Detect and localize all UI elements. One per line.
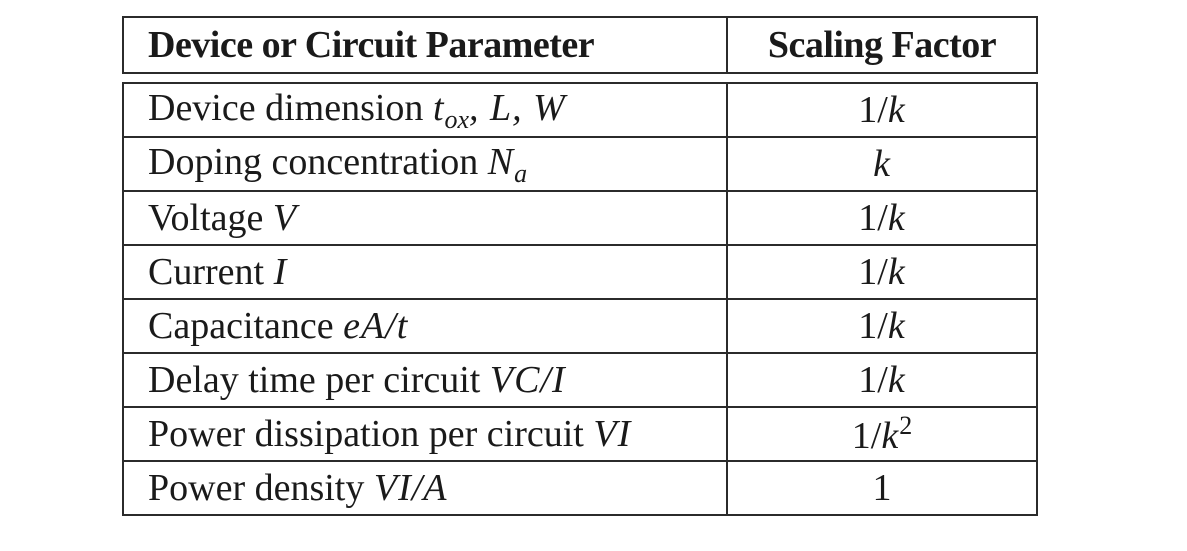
parameter-math: V xyxy=(272,197,298,239)
table-row: Capacitance eA/t 1/k xyxy=(122,298,1038,354)
parameter-label: Delay time per circuit xyxy=(148,359,490,401)
parameter-math: I xyxy=(273,251,288,293)
factor-variable: k xyxy=(881,414,900,457)
factor-cell: 1/k xyxy=(726,298,1038,354)
header-parameter: Device or Circuit Parameter xyxy=(122,16,728,74)
factor-exponent: 2 xyxy=(899,410,913,440)
parameter-math: t xyxy=(432,86,445,129)
parameter-math: VI/A xyxy=(373,467,448,509)
scaling-table-header: Device or Circuit Parameter Scaling Fact… xyxy=(122,16,1038,74)
factor-variable: k xyxy=(887,305,906,347)
factor-cell: 1/k xyxy=(726,352,1038,408)
factor-variable: k xyxy=(887,359,906,401)
factor-variable: k xyxy=(887,197,906,239)
parameter-cell: Current I xyxy=(122,244,728,300)
parameter-label: Current xyxy=(148,251,274,293)
parameter-cell: Power dissipation per circuit VI xyxy=(122,406,728,462)
header-gap xyxy=(122,74,1036,82)
parameter-label: Doping concentration xyxy=(148,140,488,183)
factor-variable: k xyxy=(887,251,906,293)
parameter-cell: Power density VI/A xyxy=(122,460,728,516)
parameter-label: Device dimension xyxy=(148,86,433,129)
scaling-table-body: Device dimension tox, L, W 1/k Doping co… xyxy=(122,82,1038,516)
table-row: Power density VI/A 1 xyxy=(122,460,1038,516)
factor-cell: 1/k xyxy=(726,82,1038,138)
factor-cell: 1/k xyxy=(726,244,1038,300)
table-row: Doping concentration Na k xyxy=(122,136,1038,192)
factor-value: 1/ xyxy=(858,197,888,239)
parameter-math-subscript: a xyxy=(514,158,528,188)
header-row: Device or Circuit Parameter Scaling Fact… xyxy=(122,16,1038,74)
factor-value: 1/ xyxy=(858,251,888,293)
parameter-cell: Doping concentration Na xyxy=(122,136,728,192)
factor-cell: 1 xyxy=(726,460,1038,516)
parameter-math-subscript: ox xyxy=(444,104,470,134)
table-row: Power dissipation per circuit VI 1/k2 xyxy=(122,406,1038,462)
parameter-cell: Delay time per circuit VC/I xyxy=(122,352,728,408)
factor-cell: 1/k2 xyxy=(726,406,1038,462)
parameter-cell: Device dimension tox, L, W xyxy=(122,82,728,138)
parameter-label: Voltage xyxy=(148,197,273,239)
parameter-math-rest: , L, W xyxy=(469,86,566,129)
factor-cell: k xyxy=(726,136,1038,192)
parameter-math: N xyxy=(487,140,515,183)
factor-variable: k xyxy=(873,143,891,185)
factor-value: 1/ xyxy=(858,305,888,347)
parameter-label: Power dissipation per circuit xyxy=(148,413,594,455)
scaling-table: Device or Circuit Parameter Scaling Fact… xyxy=(122,16,1038,516)
table-row: Voltage V 1/k xyxy=(122,190,1038,246)
parameter-math: eA/t xyxy=(343,305,409,347)
table-row: Delay time per circuit VC/I 1/k xyxy=(122,352,1038,408)
factor-value: 1 xyxy=(872,467,892,509)
header-scaling-factor: Scaling Factor xyxy=(726,16,1038,74)
parameter-math: VC/I xyxy=(489,359,566,401)
table-row: Current I 1/k xyxy=(122,244,1038,300)
factor-variable: k xyxy=(887,89,906,131)
factor-value: 1/ xyxy=(858,89,888,131)
parameter-label: Capacitance xyxy=(148,305,344,347)
factor-value: 1/ xyxy=(851,414,882,457)
factor-cell: 1/k xyxy=(726,190,1038,246)
parameter-cell: Capacitance eA/t xyxy=(122,298,728,354)
parameter-math: VI xyxy=(593,413,632,455)
parameter-cell: Voltage V xyxy=(122,190,728,246)
factor-value: 1/ xyxy=(858,359,888,401)
table-row: Device dimension tox, L, W 1/k xyxy=(122,82,1038,138)
parameter-label: Power density xyxy=(148,467,374,509)
